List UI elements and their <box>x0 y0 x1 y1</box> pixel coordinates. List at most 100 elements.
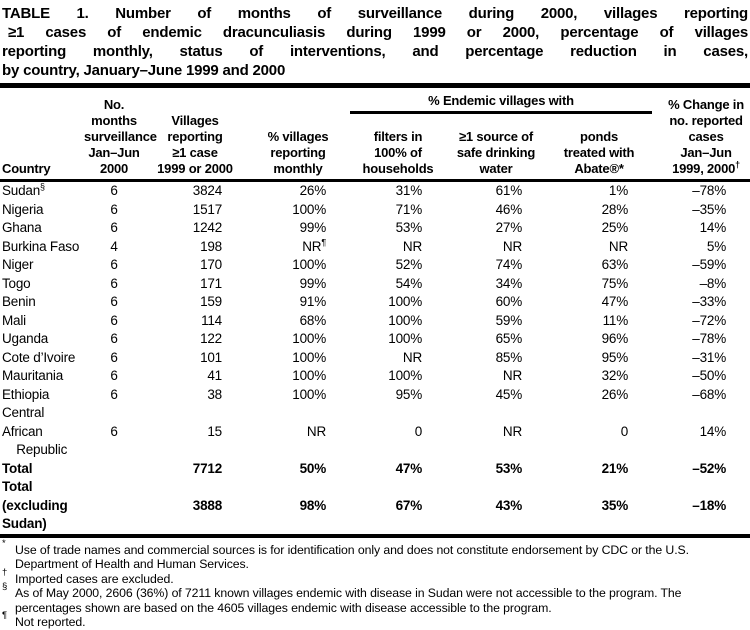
country-cell: Sudan§ <box>0 181 84 201</box>
footnote-text: Imported cases are excluded. <box>15 572 174 586</box>
data-cell: –33% <box>652 293 750 312</box>
data-cell: 47% <box>546 293 652 312</box>
country-cell: Central African Republic <box>0 404 84 460</box>
data-cell: 45% <box>446 386 546 405</box>
data-cell: 6 <box>84 275 144 294</box>
data-cell: 100% <box>246 330 350 349</box>
country-cell: Uganda <box>0 330 84 349</box>
data-cell: 65% <box>446 330 546 349</box>
data-cell <box>84 478 144 536</box>
data-cell: 6 <box>84 404 144 460</box>
data-cell: 53% <box>350 219 446 238</box>
data-cell: 85% <box>446 349 546 368</box>
footnote-marker: ¶ <box>321 237 326 247</box>
header-months-surveillance: No. months surveillance Jan–Jun 2000 <box>84 88 144 181</box>
data-cell: NR <box>350 238 446 257</box>
country-cell: Togo <box>0 275 84 294</box>
dagger-footnote-marker: † <box>735 160 740 170</box>
country-cell: Mali <box>0 312 84 331</box>
data-cell: 114 <box>144 312 246 331</box>
data-cell: 43% <box>446 478 546 536</box>
data-cell: 91% <box>246 293 350 312</box>
data-cell: 59% <box>446 312 546 331</box>
data-cell: 6 <box>84 349 144 368</box>
header-pct-change-text: % Change in no. reported cases Jan–Jun 1… <box>668 97 744 176</box>
data-cell: 100% <box>350 312 446 331</box>
country-cell: Nigeria <box>0 201 84 220</box>
header-ponds-abate: ponds treated with Abate®* <box>546 112 652 180</box>
footnote: †Imported cases are excluded. <box>0 572 750 587</box>
data-cell: 74% <box>446 256 546 275</box>
data-cell: 6 <box>84 201 144 220</box>
data-cell: 4 <box>84 238 144 257</box>
document-page: TABLE 1. Number of months of surveillanc… <box>0 0 750 583</box>
header-villages-reporting: Villages reporting ≥1 case 1999 or 2000 <box>144 88 246 181</box>
data-cell: 14% <box>652 404 750 460</box>
data-cell: 60% <box>446 293 546 312</box>
data-cell: –50% <box>652 367 750 386</box>
data-cell: 21% <box>546 460 652 479</box>
data-cell: –72% <box>652 312 750 331</box>
country-cell: Mauritania <box>0 367 84 386</box>
table-title-line: reporting monthly, status of interventio… <box>2 42 748 61</box>
data-cell: 99% <box>246 219 350 238</box>
data-cell: 6 <box>84 386 144 405</box>
data-cell: 198 <box>144 238 246 257</box>
data-cell: 32% <box>546 367 652 386</box>
data-cell: NR¶ <box>246 238 350 257</box>
data-cell: 0 <box>350 404 446 460</box>
data-cell: 100% <box>246 201 350 220</box>
data-cell: 26% <box>546 386 652 405</box>
data-cell: –68% <box>652 386 750 405</box>
data-cell: 35% <box>546 478 652 536</box>
data-cell: 34% <box>446 275 546 294</box>
data-cell: 31% <box>350 181 446 201</box>
data-cell: NR <box>246 404 350 460</box>
country-cell: Total <box>0 460 84 479</box>
data-cell: 100% <box>246 386 350 405</box>
footnote: §As of May 2000, 2606 (36%) of 7211 know… <box>0 586 750 615</box>
data-cell: 28% <box>546 201 652 220</box>
data-cell: –31% <box>652 349 750 368</box>
data-cell: 46% <box>446 201 546 220</box>
country-cell: Ghana <box>0 219 84 238</box>
data-cell: –78% <box>652 181 750 201</box>
data-cell: 99% <box>246 275 350 294</box>
footnote-marker: § <box>40 182 45 192</box>
data-cell: 26% <box>246 181 350 201</box>
country-cell: Benin <box>0 293 84 312</box>
footnote: ¶Not reported. <box>0 615 750 630</box>
data-cell: 71% <box>350 201 446 220</box>
country-cell: Ethiopia <box>0 386 84 405</box>
data-cell: 41 <box>144 367 246 386</box>
country-cell: Cote d’Ivoire <box>0 349 84 368</box>
header-group-endemic-villages: % Endemic villages with <box>350 88 652 112</box>
header-country: Country <box>0 88 84 181</box>
data-cell <box>84 460 144 479</box>
table-title: TABLE 1. Number of months of surveillanc… <box>0 0 750 88</box>
data-cell: –18% <box>652 478 750 536</box>
data-cell: 1242 <box>144 219 246 238</box>
data-cell: 3888 <box>144 478 246 536</box>
data-cell: 100% <box>246 349 350 368</box>
data-cell: 95% <box>350 386 446 405</box>
data-cell: 1% <box>546 181 652 201</box>
footnote-text: Not reported. <box>15 615 85 629</box>
country-cell: Total (excluding Sudan) <box>0 478 84 536</box>
data-cell: 6 <box>84 219 144 238</box>
data-cell: 6 <box>84 181 144 201</box>
data-cell: 68% <box>246 312 350 331</box>
data-cell: –52% <box>652 460 750 479</box>
data-cell: NR <box>446 238 546 257</box>
data-cell: 61% <box>446 181 546 201</box>
table-title-line: ≥1 cases of endemic dracunculiasis durin… <box>2 23 748 42</box>
data-cell: 159 <box>144 293 246 312</box>
data-cell: 0 <box>546 404 652 460</box>
